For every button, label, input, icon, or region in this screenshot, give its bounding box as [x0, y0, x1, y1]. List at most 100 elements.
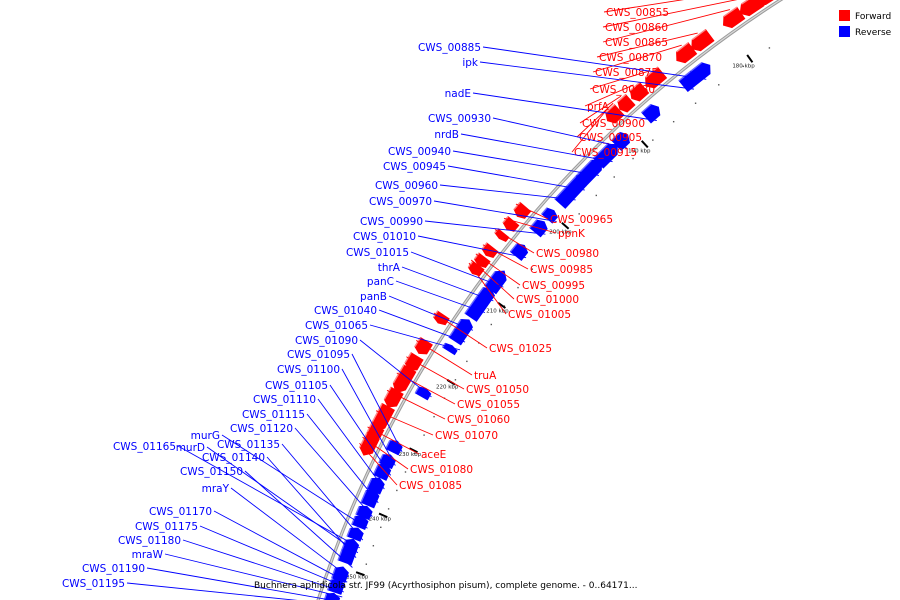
reverse-gene-label-leader — [244, 470, 353, 568]
ruler-dot — [380, 526, 382, 529]
reverse-gene-label-leader — [164, 553, 343, 598]
reverse-gene-arrow-shade — [484, 271, 496, 286]
reverse-gene-arrow-shade — [372, 464, 379, 475]
forward-gene-arrow-shade — [467, 260, 474, 268]
reverse-gene-label: ipk — [462, 57, 479, 69]
forward-gene-label-leader — [571, 107, 610, 153]
forward-gene-label: CWS_01025 — [489, 343, 552, 355]
reverse-gene-label-leader — [341, 368, 396, 466]
reverse-gene-arrow — [554, 172, 590, 209]
ruler-dot — [387, 508, 390, 510]
reverse-gene-arrow-shade — [351, 516, 356, 525]
reverse-gene-arrow — [360, 488, 380, 509]
forward-gene-label-leader — [359, 442, 398, 486]
forward-gene-arrow-shade — [645, 66, 659, 78]
reverse-gene-label-leader — [424, 220, 546, 235]
reverse-gene-label-leader — [433, 200, 557, 222]
reverse-gene-label-leader — [177, 445, 360, 549]
forward-gene-arrow — [473, 252, 491, 269]
reverse-gene-arrow-shade — [611, 131, 621, 141]
reverse-gene-label-leader — [329, 384, 392, 476]
reverse-gene-arrow-shade — [592, 143, 608, 159]
reverse-gene-arrow-shade — [385, 440, 391, 449]
reverse-gene-label: CWS_01065 — [305, 320, 368, 332]
ruler-dot — [358, 581, 361, 584]
ruler-dot — [718, 84, 720, 86]
reverse-gene-label-leader — [266, 456, 357, 558]
forward-gene-label: CWS_01050 — [466, 384, 529, 396]
forward-gene-label: aceE — [421, 449, 446, 461]
forward-gene-arrow-shade — [371, 403, 383, 423]
reverse-gene-label: CWS_01190 — [82, 563, 145, 575]
reverse-gene-label: CWS_00940 — [388, 146, 451, 158]
reverse-gene-arrow-shade — [529, 219, 538, 229]
ruler-dot — [531, 268, 533, 270]
reverse-gene-arrow-shade — [346, 527, 351, 537]
forward-gene-label-leader — [468, 262, 507, 315]
legend-swatch-forward — [839, 10, 850, 21]
forward-gene-arrow — [513, 201, 532, 219]
backbone-highlight — [317, 0, 782, 600]
scale-tick — [355, 571, 365, 577]
forward-gene-arrow — [722, 6, 746, 29]
reverse-gene-label-leader — [395, 280, 486, 314]
ruler-dot — [490, 323, 493, 326]
forward-gene-arrow — [392, 364, 417, 394]
legend-label-forward: Forward — [855, 12, 891, 22]
ruler-dot — [672, 120, 675, 123]
forward-gene-label: truA — [474, 370, 497, 382]
reverse-gene-label: CWS_01095 — [287, 349, 350, 361]
scale-tick-label: 230 kbp — [399, 452, 422, 458]
forward-gene-label: CWS_00855 — [606, 7, 669, 19]
reverse-gene-label: CWS_01165 — [113, 441, 176, 453]
forward-gene-label-leader — [584, 84, 634, 107]
reverse-gene-label: CWS_01135 — [217, 439, 280, 451]
reverse-gene-label: CWS_00945 — [383, 161, 446, 173]
forward-gene-label-leader — [406, 356, 465, 390]
reverse-gene-label: CWS_01120 — [230, 423, 293, 435]
reverse-gene-label-leader — [482, 46, 707, 80]
reverse-gene-label-leader — [472, 92, 657, 121]
reverse-gene-label-leader — [230, 487, 350, 578]
reverse-gene-label: CWS_01015 — [346, 247, 409, 259]
reverse-gene-arrow — [346, 527, 364, 542]
reverse-gene-arrow-shade — [464, 295, 479, 314]
ruler-dot — [365, 563, 368, 565]
forward-gene-label-leader — [475, 253, 521, 286]
forward-gene-label: CWS_00905 — [579, 132, 642, 144]
scale-tick-label: 220 kbp — [436, 385, 459, 391]
reverse-gene-label-leader — [359, 339, 432, 398]
reverse-gene-label-leader — [492, 117, 627, 149]
forward-gene-label: prfA — [587, 101, 610, 113]
forward-gene-label: CWS_01085 — [399, 480, 462, 492]
reverse-gene-label: CWS_01090 — [295, 335, 358, 347]
reverse-gene-label-leader — [146, 567, 333, 600]
forward-gene-label: CWS_01070 — [435, 430, 498, 442]
ruler-dot — [742, 65, 745, 68]
reverse-gene-label-leader — [378, 309, 466, 343]
reverse-gene-arrow-shade — [323, 593, 328, 600]
ruler-dot — [517, 286, 519, 289]
reverse-gene-label: panB — [360, 291, 387, 303]
reverse-gene-label-leader — [182, 539, 345, 593]
reverse-gene-arrow-shade — [355, 506, 360, 515]
backbone-ring: 180 kbp 190 kbp 200 kbp 210 kbp 220 kbp 230 k… — [316, 0, 784, 600]
reverse-gene-label-leader — [351, 353, 403, 453]
reverse-gene-label-leader — [452, 150, 600, 176]
forward-gene-label: CWS_00865 — [605, 37, 668, 49]
reverse-gene-label: panC — [367, 276, 394, 288]
reverse-gene-label: CWS_01180 — [118, 535, 181, 547]
scale-tick — [746, 54, 754, 63]
forward-gene-label-leader — [375, 410, 434, 436]
reverse-gene-label: CWS_01175 — [135, 521, 198, 533]
reverse-gene-label: CWS_01170 — [149, 506, 212, 518]
forward-gene-label: CWS_00980 — [536, 248, 599, 260]
scale-tick-label: 180 kbp — [732, 64, 755, 70]
ruler-dot — [768, 47, 771, 49]
reverse-gene-arrow-shade — [414, 386, 420, 394]
reverse-gene-label-leader — [213, 510, 348, 583]
ruler-dot — [694, 102, 697, 104]
scale-tick — [640, 140, 649, 149]
ruler-dot — [546, 250, 548, 252]
